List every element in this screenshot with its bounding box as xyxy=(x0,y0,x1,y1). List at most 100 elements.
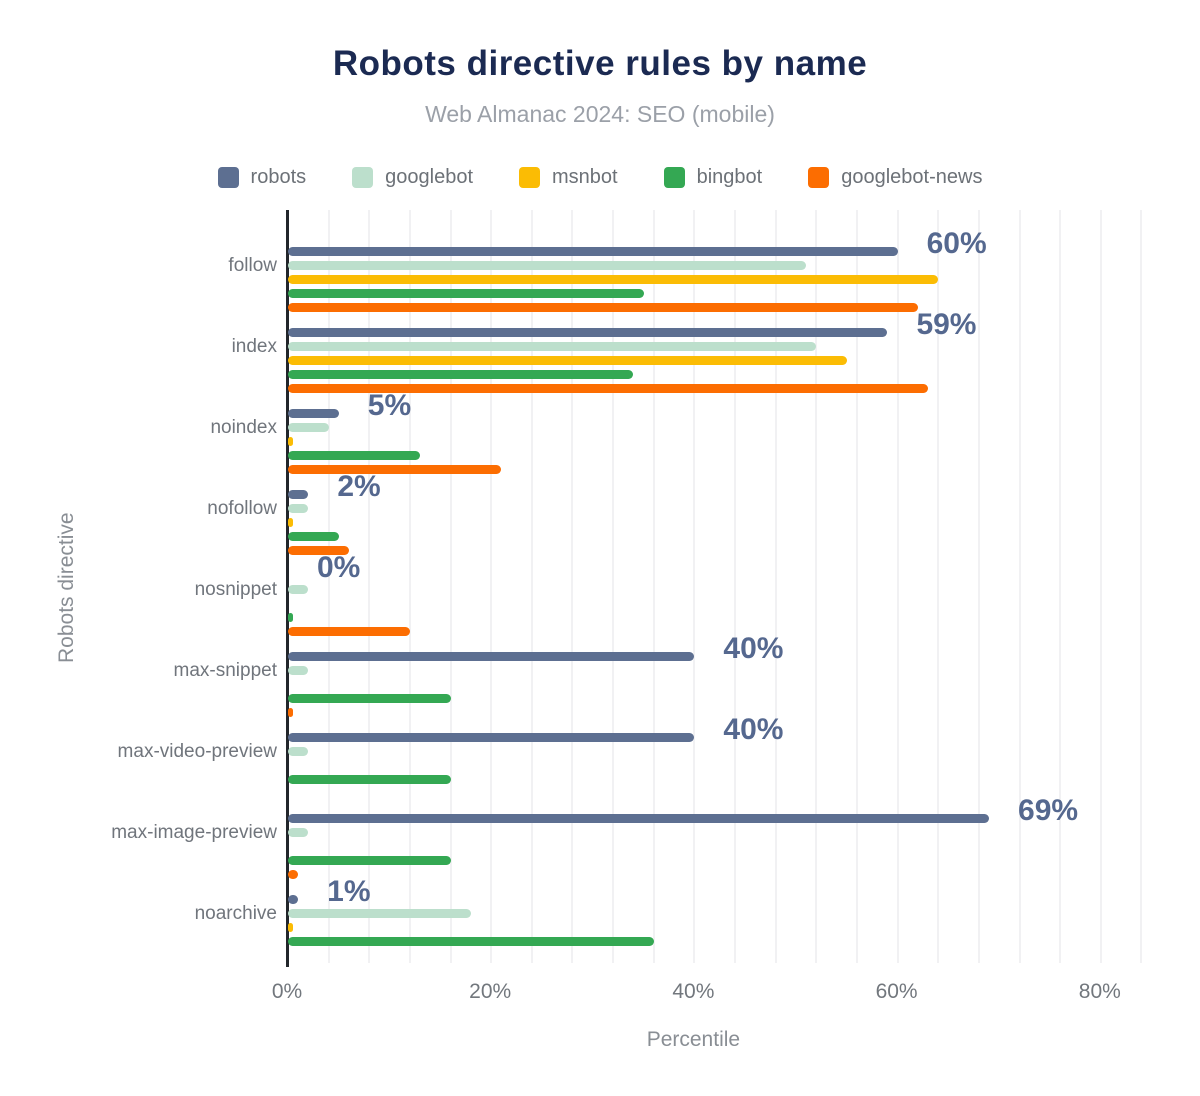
data-label-max-image-preview: 69% xyxy=(1018,794,1079,827)
category-label-follow: follow xyxy=(228,255,277,276)
bar-bingbot-noindex xyxy=(288,451,421,461)
bar-googlebot-max-snippet xyxy=(288,665,309,675)
data-label-nofollow: 2% xyxy=(337,470,381,503)
bar-googlebot-nofollow xyxy=(288,503,309,513)
bar-googlebot-noindex xyxy=(288,422,329,432)
grid-line xyxy=(734,210,737,963)
bar-bingbot-noarchive xyxy=(288,937,654,947)
legend-swatch-googlebot-news xyxy=(808,167,830,188)
grid-line xyxy=(368,210,371,963)
bar-robots-max-image-preview xyxy=(288,813,990,823)
bar-msnbot-follow xyxy=(288,274,939,284)
category-label-noindex: noindex xyxy=(210,417,277,438)
data-label-noarchive: 1% xyxy=(327,875,371,908)
bar-bingbot-max-video-preview xyxy=(288,775,451,785)
grid-line xyxy=(1018,210,1021,963)
grid-line xyxy=(977,210,980,963)
data-label-noindex: 5% xyxy=(367,389,412,422)
grid-line xyxy=(571,210,574,963)
bar-robots-max-video-preview xyxy=(288,732,695,742)
bar-googlebot-max-video-preview xyxy=(288,746,309,756)
bar-googlebot-news-nosnippet xyxy=(288,627,410,637)
bar-googlebot-follow xyxy=(288,260,807,270)
data-label-max-video-preview: 40% xyxy=(723,713,784,746)
bar-msnbot-index xyxy=(288,355,847,365)
bar-bingbot-index xyxy=(288,370,634,380)
y-axis-line xyxy=(286,210,289,967)
grid-line xyxy=(612,210,615,963)
category-label-nofollow: nofollow xyxy=(207,498,277,519)
legend-item-googlebot-news: googlebot-news xyxy=(808,166,982,189)
category-label-noarchive: noarchive xyxy=(194,903,277,924)
bar-bingbot-max-image-preview xyxy=(288,856,451,866)
legend-swatch-robots xyxy=(217,167,239,188)
legend-label: bingbot xyxy=(696,166,763,188)
bar-robots-index xyxy=(288,327,888,337)
grid-line xyxy=(693,210,696,963)
grid-line xyxy=(774,210,777,963)
data-label-max-snippet: 40% xyxy=(723,632,784,665)
data-label-follow: 60% xyxy=(926,227,987,260)
bar-googlebot-news-nofollow xyxy=(288,546,349,556)
x-tick-label-0%: 0% xyxy=(271,980,303,1003)
chart-title: Robots directive rules by name xyxy=(332,44,868,83)
grid-line xyxy=(490,210,493,963)
grid-line xyxy=(530,210,533,963)
data-label-nosnippet: 0% xyxy=(317,551,361,584)
category-label-index: index xyxy=(231,336,277,357)
bar-googlebot-max-image-preview xyxy=(288,827,309,837)
bar-googlebot-index xyxy=(288,341,817,351)
bar-bingbot-max-snippet xyxy=(288,694,451,704)
legend-item-msnbot: msnbot xyxy=(519,166,618,189)
grid-line xyxy=(408,210,411,963)
legend-swatch-msnbot xyxy=(519,167,541,188)
bar-robots-noarchive xyxy=(288,894,299,904)
bar-robots-follow xyxy=(288,246,898,256)
legend-swatch-googlebot xyxy=(352,167,374,188)
x-tick-label-80%: 80% xyxy=(1078,980,1121,1003)
bar-googlebot-news-max-image-preview xyxy=(288,870,299,880)
bar-msnbot-nofollow xyxy=(288,517,294,527)
x-tick-label-20%: 20% xyxy=(469,980,512,1003)
grid-line xyxy=(652,210,655,963)
legend-item-robots: robots xyxy=(217,166,307,189)
category-label-max-video-preview: max-video-preview xyxy=(117,741,277,762)
bar-bingbot-follow xyxy=(288,289,644,299)
legend-item-bingbot: bingbot xyxy=(663,166,763,189)
x-axis-title: Percentile xyxy=(646,1028,741,1051)
x-tick-label-40%: 40% xyxy=(672,980,715,1003)
grid-line xyxy=(815,210,818,963)
bar-bingbot-nosnippet xyxy=(288,613,294,623)
grid-line xyxy=(855,210,858,963)
x-tick-label-60%: 60% xyxy=(875,980,918,1003)
chart-legend: robots googlebot msnbot bingbot googlebot-ne… xyxy=(0,166,1200,189)
legend-label: googlebot xyxy=(385,166,474,188)
bar-robots-noindex xyxy=(288,408,339,418)
bar-googlebot-news-max-snippet xyxy=(288,708,294,718)
bar-googlebot-news-noindex xyxy=(288,465,502,475)
bar-bingbot-nofollow xyxy=(288,532,339,542)
bar-googlebot-news-index xyxy=(288,384,929,394)
y-axis-title: Robots directive xyxy=(55,511,78,663)
legend-label: googlebot-news xyxy=(841,166,983,188)
category-label-max-image-preview: max-image-preview xyxy=(111,822,277,843)
grid-line xyxy=(327,210,330,963)
legend-label: robots xyxy=(250,166,307,188)
bar-googlebot-nosnippet xyxy=(288,584,309,594)
grid-line xyxy=(1140,210,1143,963)
legend-label: msnbot xyxy=(552,166,618,188)
grid-line xyxy=(896,210,899,963)
bar-googlebot-noarchive xyxy=(288,908,471,918)
data-label-index: 59% xyxy=(916,308,977,341)
legend-item-googlebot: googlebot xyxy=(352,166,473,189)
bar-robots-max-snippet xyxy=(288,651,695,661)
category-label-max-snippet: max-snippet xyxy=(173,660,278,681)
grid-line xyxy=(1059,210,1062,963)
category-label-nosnippet: nosnippet xyxy=(194,579,277,600)
grid-line xyxy=(449,210,452,963)
grid-line xyxy=(937,210,940,963)
bar-robots-nofollow xyxy=(288,489,309,499)
bar-googlebot-news-follow xyxy=(288,303,918,313)
legend-swatch-bingbot xyxy=(663,167,685,188)
